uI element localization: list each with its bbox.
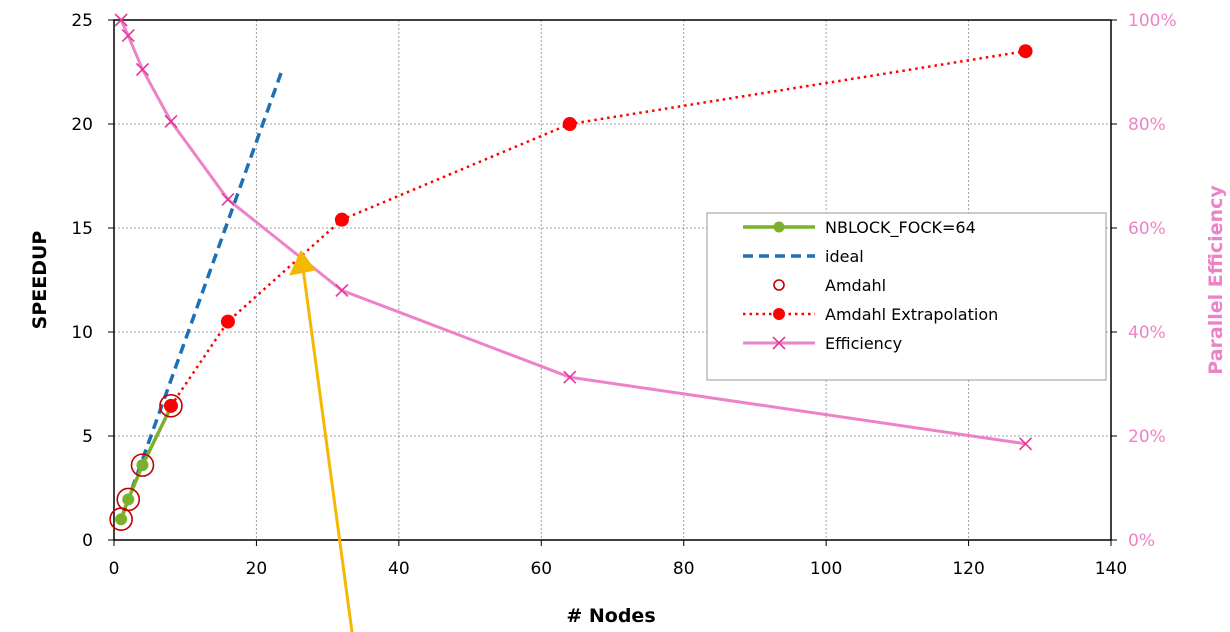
plot-frame	[113, 19, 1112, 541]
y2-tick-label: 40%	[1128, 323, 1166, 343]
series-efficiency-point	[1018, 437, 1033, 451]
y-tick-label: 20	[71, 115, 93, 135]
y2-tick-labels: 0% 20% 40% 60% 80% 100%	[1111, 11, 1177, 551]
x-tick-labels: 0 20 40 60 80 100 120 140	[109, 540, 1127, 579]
legend-ideal-label: ideal	[825, 247, 864, 266]
y2-tick-label: 80%	[1128, 115, 1166, 135]
y-tick-label: 25	[71, 11, 93, 31]
y-tick-label: 10	[71, 323, 93, 343]
series-amdahl-extrapolation-point	[334, 212, 349, 227]
x-tick-label: 60	[530, 559, 552, 579]
x-tick-label: 40	[388, 559, 410, 579]
y2-tick-label: 20%	[1128, 427, 1166, 447]
series-amdahl-point	[159, 394, 183, 418]
y2-tick-label: 0%	[1128, 531, 1155, 551]
x-tick-label: 140	[1095, 559, 1127, 579]
legend-nblock-fock-64-marker	[773, 221, 785, 233]
x-axis-title: # Nodes	[566, 605, 655, 627]
x-tick-label: 20	[246, 559, 268, 579]
series-efficiency-point	[121, 29, 135, 43]
series-efficiency-point	[563, 370, 577, 384]
y-tick-label: 5	[82, 427, 93, 447]
series-nblock-fock-64-point	[122, 493, 135, 506]
series-nblock-fock-64-point	[115, 513, 128, 526]
series-layer	[109, 13, 1033, 532]
y-tick-label: 0	[82, 531, 93, 551]
series-amdahl-extrapolation-point	[163, 398, 178, 413]
legend-amdahl-extrapolation-marker	[773, 308, 785, 320]
series-amdahl-point	[130, 453, 155, 477]
y2-tick-label: 60%	[1128, 219, 1166, 239]
y-axis-title: SPEEDUP	[29, 231, 51, 330]
annotation-arrow	[289, 250, 354, 632]
legend-amdahl-marker	[773, 279, 785, 291]
series-amdahl-extrapolation-point	[220, 314, 235, 329]
legend-amdahl-label: Amdahl	[825, 276, 886, 295]
series-efficiency-point	[164, 114, 178, 128]
legend-box	[706, 212, 1107, 381]
y2-tick-label: 100%	[1128, 11, 1177, 31]
legend-efficiency-label: Efficiency	[825, 334, 902, 353]
series-efficiency-line	[119, 19, 1026, 446]
series-efficiency-point	[335, 283, 349, 297]
series-efficiency-point	[114, 13, 128, 27]
series-amdahl-point	[116, 487, 141, 512]
series-ideal-line	[119, 71, 284, 520]
series-efficiency-point	[221, 192, 235, 206]
x-tick-label: 120	[952, 559, 984, 579]
x-tick-label: 0	[109, 559, 120, 579]
legend-amdahl-extrapolation-label: Amdahl Extrapolation	[825, 305, 998, 324]
y-tick-labels: 0 5 10 15 20 25	[71, 11, 114, 551]
y-tick-label: 15	[71, 219, 93, 239]
legend-efficiency-marker	[772, 336, 786, 350]
plot-axes	[113, 19, 1112, 541]
x-tick-label: 100	[810, 559, 842, 579]
series-efficiency-point	[135, 62, 150, 76]
annotation-arrow-head	[289, 250, 316, 276]
x-tick-label: 80	[673, 559, 695, 579]
series-nblock-fock-64-point	[136, 459, 149, 472]
legend-nblock-fock-64-label: NBLOCK_FOCK=64	[825, 218, 976, 238]
y2-axis-title: Parallel Efficiency	[1205, 185, 1227, 375]
annotation-arrow-shaft	[301, 267, 354, 632]
series-amdahl-extrapolation-point	[562, 117, 577, 131]
series-amdahl-extrapolation-point	[1018, 44, 1033, 59]
